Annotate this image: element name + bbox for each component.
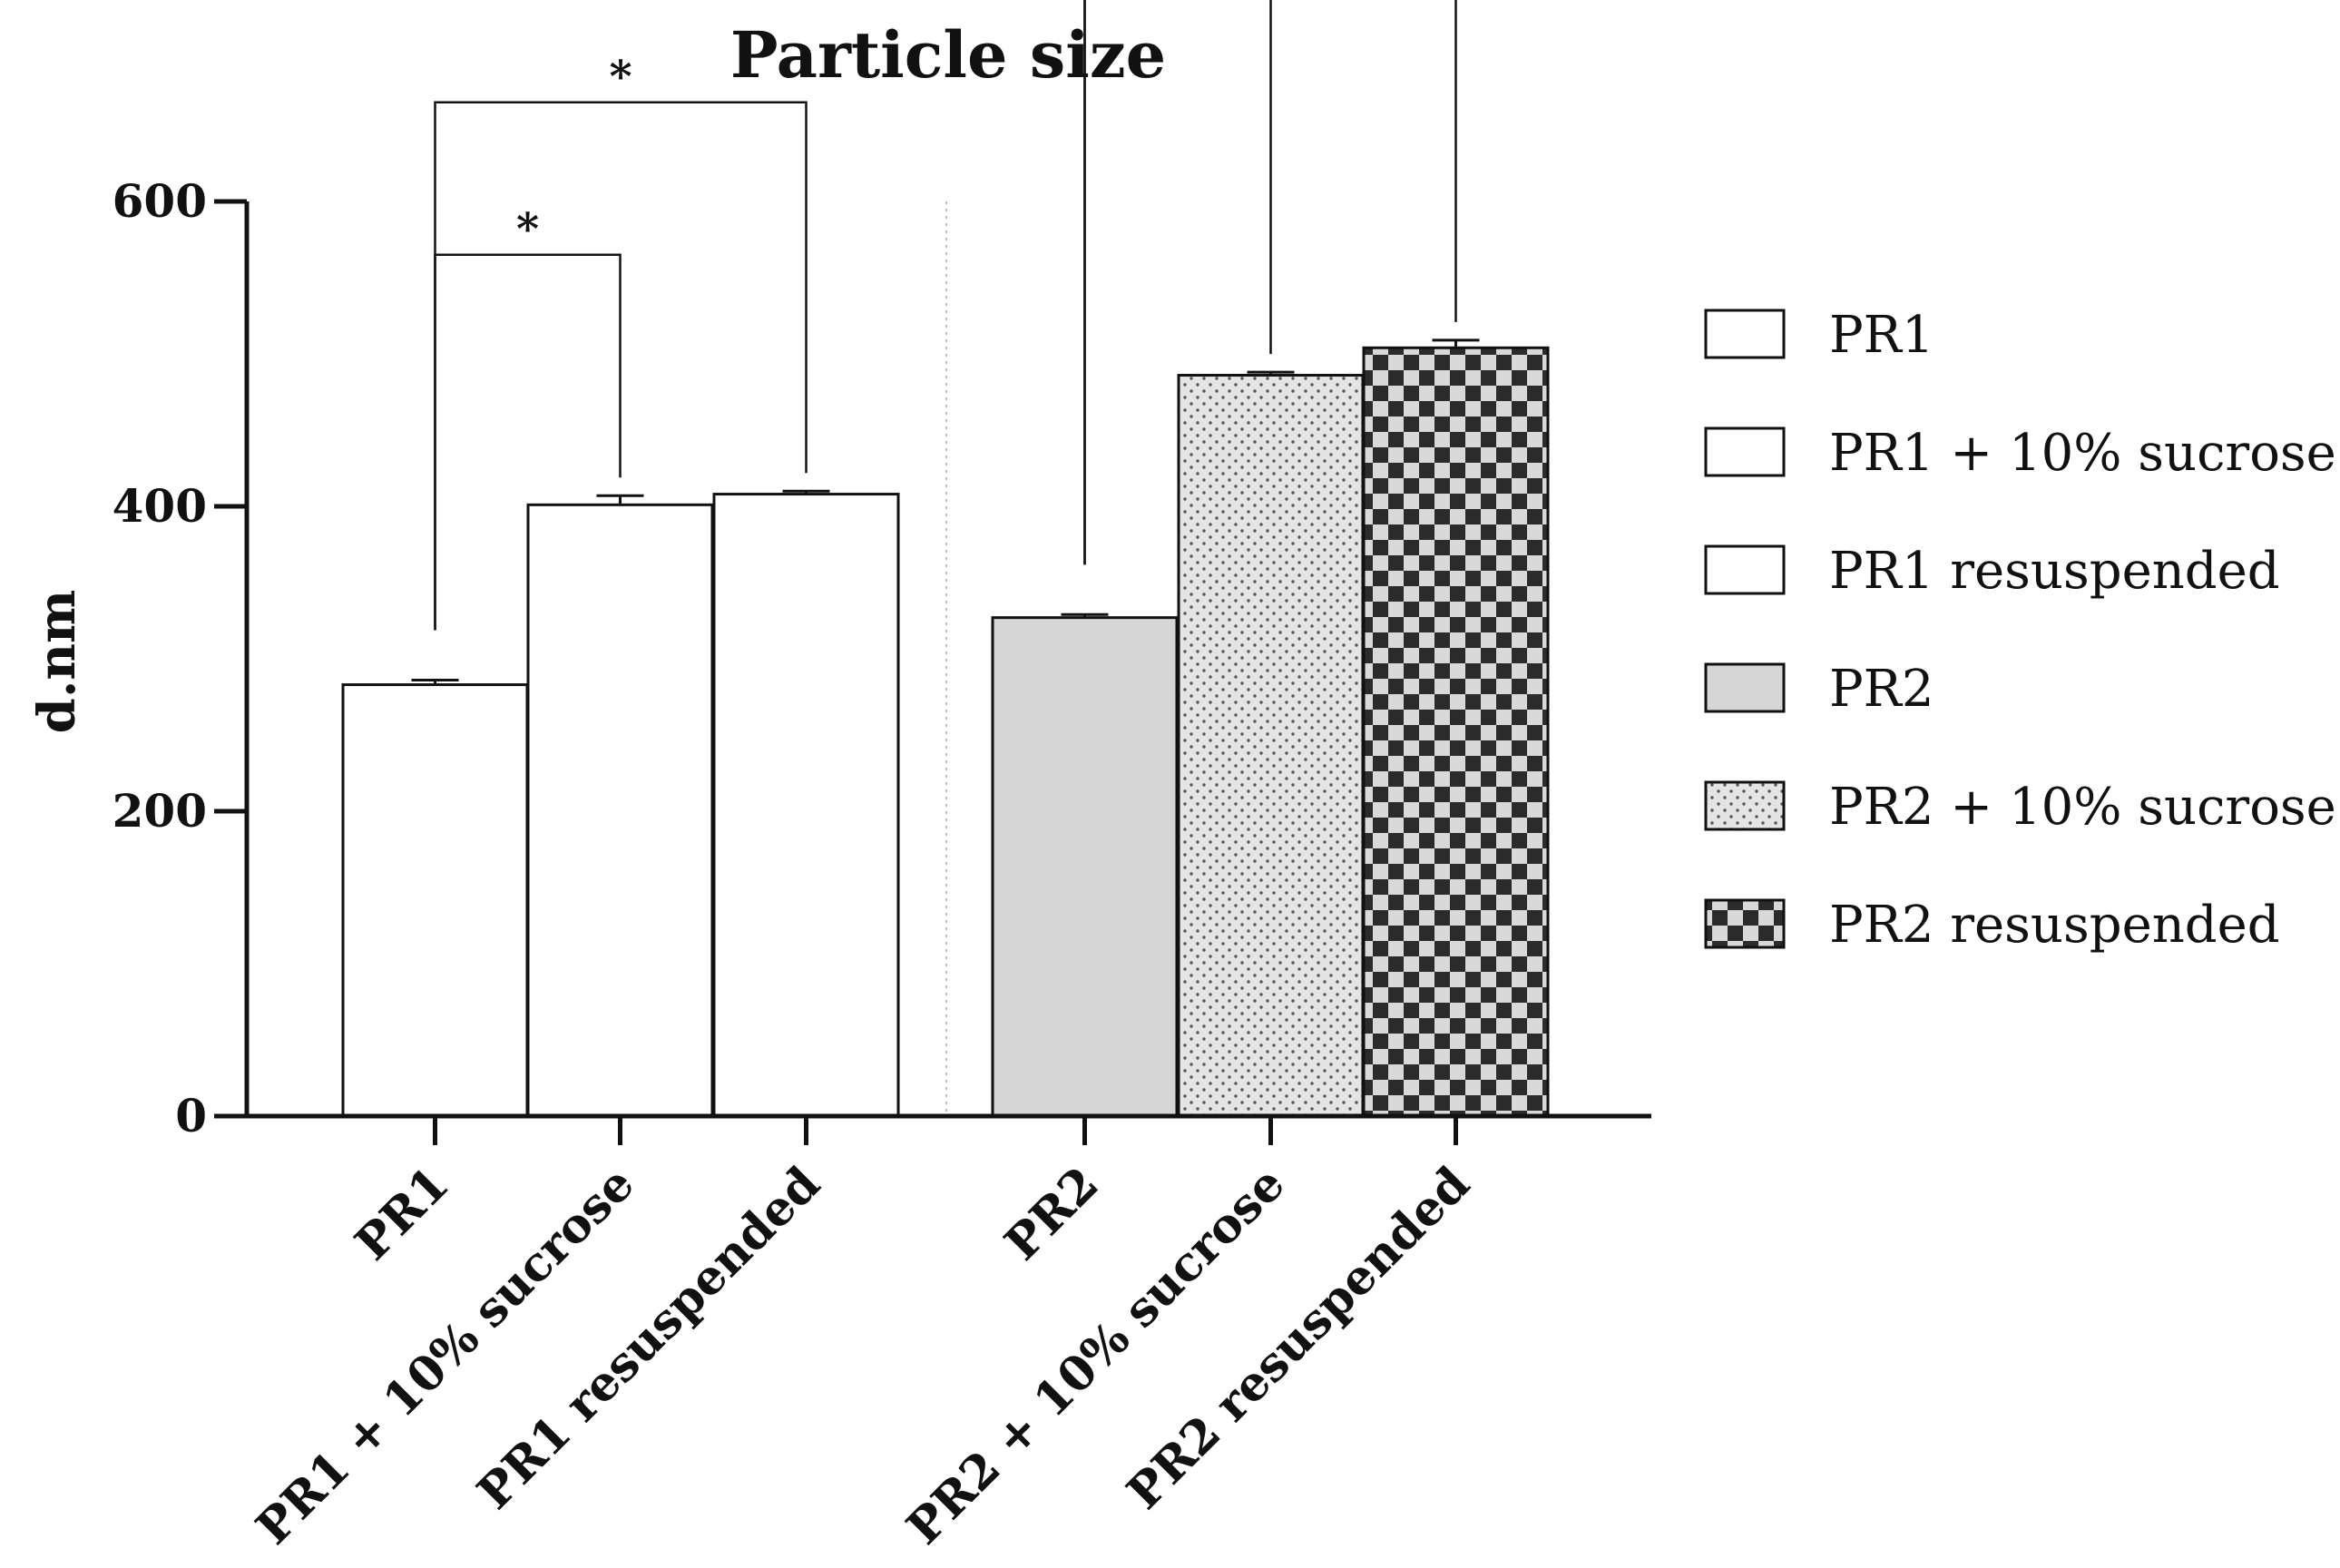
legend-label-1: PR1: [1829, 306, 1934, 365]
significance-bracket-4: [1083, 0, 1457, 565]
x-tick-label-3: PR1 resuspended: [466, 1156, 830, 1520]
x-tick-label-5: PR2 + 10% sucrose: [896, 1156, 1296, 1555]
bar-3: [712, 493, 900, 1118]
legend-label-5: PR2 + 10% sucrose: [1829, 778, 2336, 837]
legend-swatch-4: [1704, 662, 1786, 713]
legend-swatch-3: [1704, 544, 1786, 595]
y-tick-label-0: 0: [175, 1089, 207, 1142]
bar-4: [991, 616, 1179, 1118]
x-tick-label-1: PR1: [345, 1156, 460, 1271]
bar-2: [526, 503, 714, 1118]
legend-swatch-6: [1704, 898, 1786, 949]
chart-title: Particle size: [730, 17, 1166, 93]
legend-label-6: PR2 resuspended: [1829, 896, 2280, 955]
bar-5: [1177, 374, 1365, 1118]
legend-swatch-2: [1704, 426, 1786, 477]
x-tick-label-4: PR2: [994, 1156, 1110, 1271]
significance-label-1: *: [516, 204, 539, 255]
y-axis-label: d.nm: [27, 590, 87, 734]
y-tick-label-600: 600: [113, 174, 207, 228]
bar-6: [1362, 346, 1550, 1118]
significance-bracket-2: [434, 101, 808, 631]
legend-label-2: PR1 + 10% sucrose: [1829, 424, 2336, 483]
x-tick-label-6: PR2 resuspended: [1116, 1156, 1480, 1520]
legend-label-4: PR2: [1829, 660, 1934, 719]
x-tick-label-2: PR1 + 10% sucrose: [246, 1156, 645, 1555]
significance-label-2: *: [609, 52, 632, 103]
legend-swatch-5: [1704, 780, 1786, 831]
legend-label-3: PR1 resuspended: [1829, 542, 2280, 601]
y-tick-label-200: 200: [113, 784, 207, 838]
bar-1: [341, 683, 529, 1118]
legend-swatch-1: [1704, 309, 1786, 359]
y-tick-label-400: 400: [113, 479, 207, 533]
